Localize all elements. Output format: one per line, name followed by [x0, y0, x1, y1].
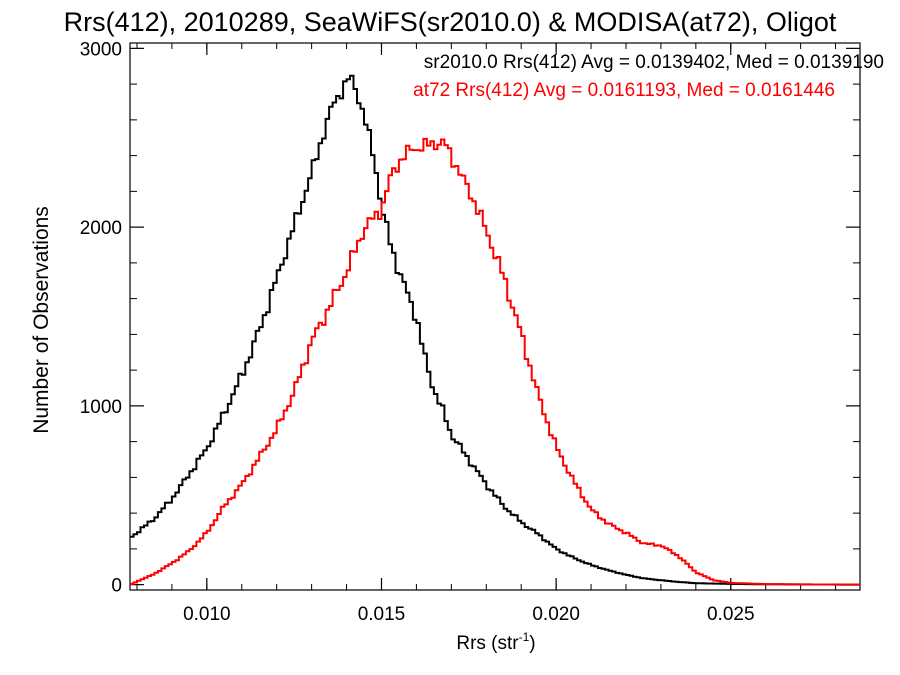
x-tick-label: 0.025 [707, 604, 755, 625]
y-axis: 0 1000 2000 3000 [80, 39, 860, 597]
chart-title: Rrs(412), 2010289, SeaWiFS(sr2010.0) & M… [64, 7, 837, 37]
x-tick-label: 0.020 [532, 604, 580, 625]
y-tick-label: 1000 [80, 397, 122, 418]
series-line [130, 74, 860, 586]
series-layer [130, 74, 860, 586]
x-tick-label: 0.015 [358, 604, 406, 625]
annotation-sr2010: sr2010.0 Rrs(412) Avg = 0.0139402, Med =… [424, 52, 884, 73]
x-tick-label: 0.010 [183, 604, 231, 625]
y-tick-label: 3000 [80, 39, 122, 60]
y-axis-label: Number of Observations [30, 206, 53, 434]
x-axis: 0.010 0.015 0.020 0.025 [136, 43, 837, 625]
series-line [130, 137, 860, 586]
y-tick-label: 0 [111, 576, 122, 597]
annotation-at72: at72 Rrs(412) Avg = 0.0161193, Med = 0.0… [413, 80, 835, 101]
y-tick-label: 2000 [80, 218, 122, 239]
x-axis-label: Rrs (str-1) [456, 630, 535, 654]
plot-frame [129, 42, 861, 591]
